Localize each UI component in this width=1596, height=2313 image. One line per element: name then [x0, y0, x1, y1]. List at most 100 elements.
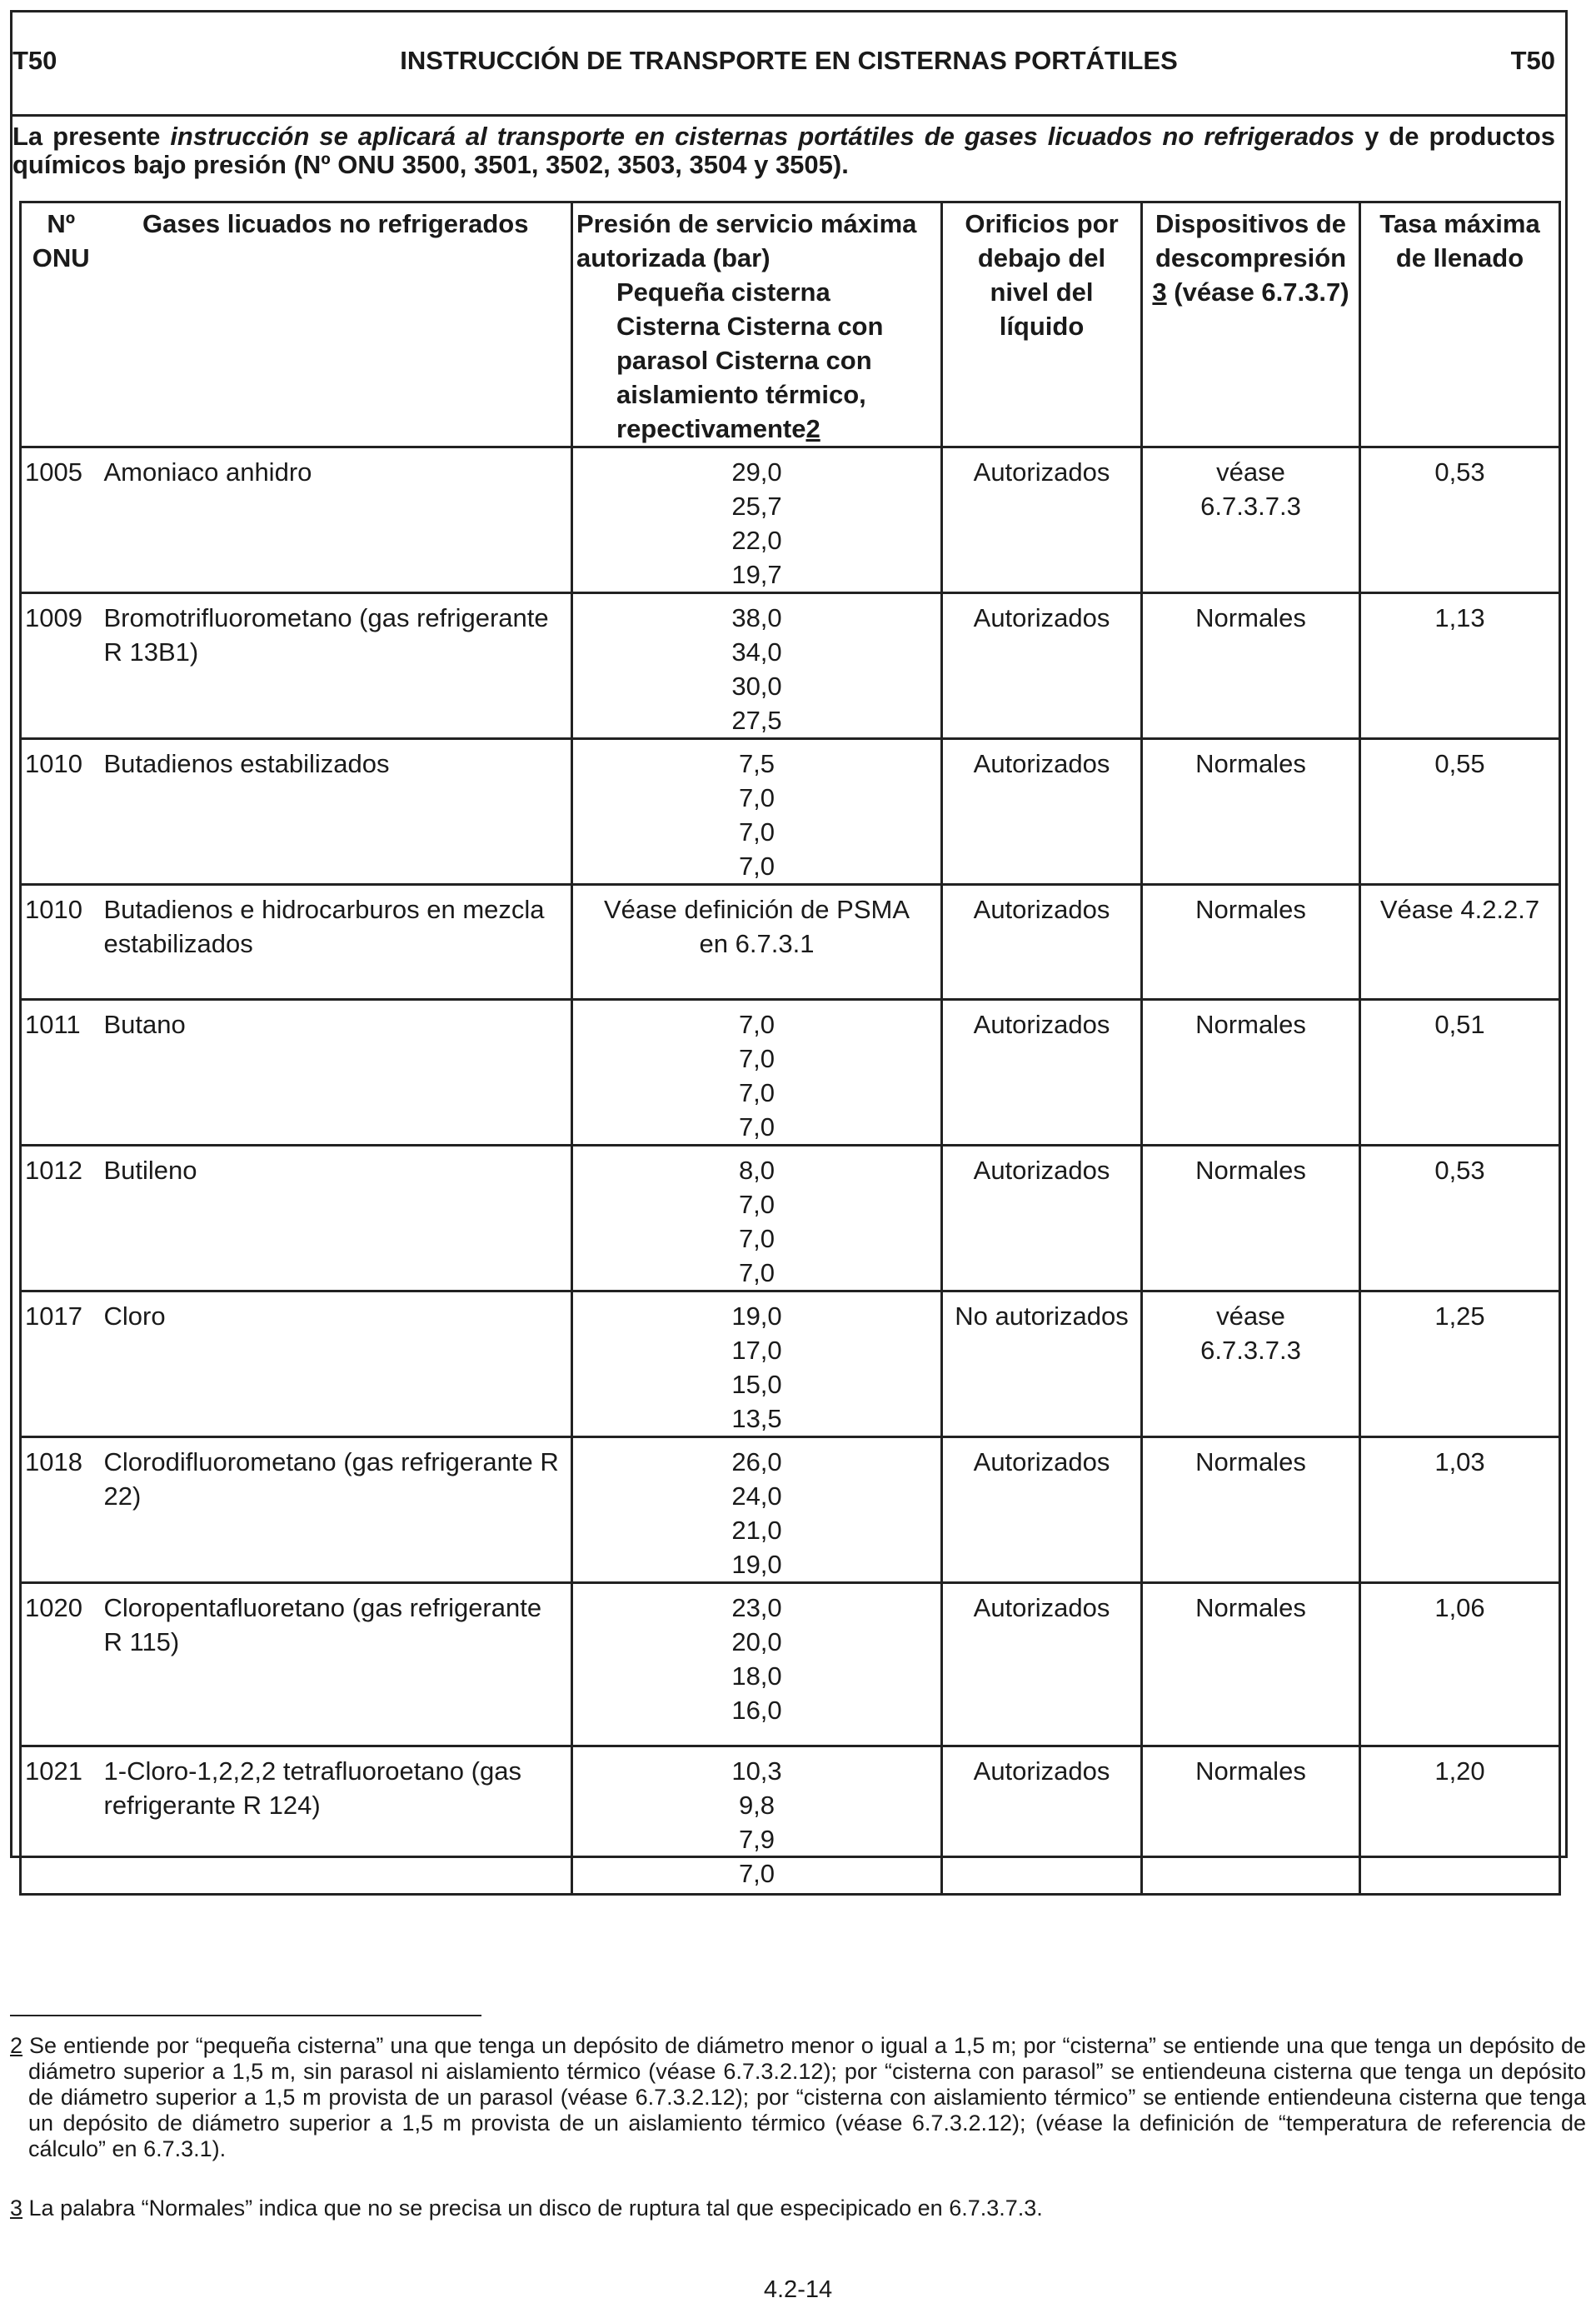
cell-fill-rate: 1,25: [1359, 1290, 1561, 1438]
table-row: 1012 Butileno 8,0 7,0 7,0 7,0 Autorizados Norma…: [19, 1144, 1561, 1292]
cell-gas-name: Clorodifluorometano (gas refrigerante R …: [100, 1436, 573, 1584]
pressure-value: 19,7: [731, 560, 782, 589]
footnote-rule: [10, 2015, 481, 2016]
pressure-value: 7,0: [738, 1078, 776, 1107]
pressure-value: 7,0: [738, 1044, 776, 1073]
cell-gas-name: Amoniaco anhidro: [100, 446, 573, 594]
device-value: véase: [1216, 457, 1285, 487]
table-row: 1017 Cloro 19,0 17,0 15,0 13,5 No autorizados v…: [19, 1290, 1561, 1438]
cell-devices: Normales: [1140, 998, 1361, 1147]
pressure-value: 7,0: [738, 783, 776, 812]
cell-pressure: 7,0 7,0 7,0 7,0: [571, 998, 943, 1147]
intro-paragraph: La presente instrucción se aplicará al t…: [12, 122, 1555, 179]
device-value: Normales: [1195, 895, 1306, 924]
pressure-value: en 6.7.3.1: [699, 929, 815, 958]
pressure-value: 34,0: [731, 637, 782, 667]
footnote-ref-3: 3: [1152, 277, 1167, 307]
cell-devices: Normales: [1140, 737, 1361, 886]
cell-fill-rate: 0,55: [1359, 737, 1561, 886]
cell-gas-name: Bromotrifluorometano (gas refrigerante R…: [100, 592, 573, 740]
pressure-value: 38,0: [731, 603, 782, 632]
cell-fill-rate: 0,53: [1359, 446, 1561, 594]
table-header-row: Nº ONU Gases licuados no refrigerados Pr…: [19, 201, 1561, 448]
cell-orifices: Autorizados: [940, 1144, 1143, 1292]
cell-orifices: Autorizados: [940, 1581, 1143, 1747]
pressure-value: 19,0: [731, 1550, 782, 1579]
cell-orifices: Autorizados: [940, 737, 1143, 886]
pressure-value: 7,0: [738, 1112, 776, 1142]
device-value: Normales: [1195, 1010, 1306, 1039]
cell-gas-name: Cloropentafluoretano (gas refrigerante R…: [100, 1581, 573, 1747]
cell-devices: véase 6.7.3.7.3: [1140, 446, 1361, 594]
cell-onu: 1009: [19, 592, 101, 740]
cell-onu: 1020: [19, 1581, 101, 1747]
pressure-header-main: Presión de servicio máxima autorizada (b…: [576, 209, 917, 272]
cell-pressure: 38,0 34,0 30,0 27,5: [571, 592, 943, 740]
cell-gas-name: 1-Cloro-1,2,2,2 tetrafluoroetano (gas re…: [100, 1745, 573, 1896]
cell-fill-rate: Véase 4.2.2.7: [1359, 883, 1561, 1001]
cell-devices: Normales: [1140, 1144, 1361, 1292]
cell-pressure: 7,5 7,0 7,0 7,0: [571, 737, 943, 886]
cell-orifices: Autorizados: [940, 1436, 1143, 1584]
pressure-value: 21,0: [731, 1516, 782, 1545]
pressure-value: 26,0: [731, 1447, 782, 1476]
device-value: Normales: [1195, 1593, 1306, 1622]
title-row: T50 INSTRUCCIÓN DE TRANSPORTE EN CISTERN…: [12, 46, 1565, 79]
pressure-value: 7,0: [738, 817, 776, 847]
divider: [12, 114, 1565, 117]
table-row: 1009 Bromotrifluorometano (gas refrigeran…: [19, 592, 1561, 740]
instruction-code-right: T50: [1510, 46, 1555, 75]
cell-gas-name: Butileno: [100, 1144, 573, 1292]
cell-gas-name: Butadienos estabilizados: [100, 737, 573, 886]
intro-text-1: La presente: [12, 122, 171, 151]
cell-devices: Normales: [1140, 883, 1361, 1001]
cell-fill-rate: 1,03: [1359, 1436, 1561, 1584]
device-value: Normales: [1195, 1756, 1306, 1786]
cell-pressure: 19,0 17,0 15,0 13,5: [571, 1290, 943, 1438]
table-row: 1010 Butadienos e hidrocarburos en mezcla…: [19, 883, 1561, 1001]
device-value: Normales: [1195, 1447, 1306, 1476]
document-frame: T50 INSTRUCCIÓN DE TRANSPORTE EN CISTERN…: [10, 10, 1568, 1896]
cell-orifices: Autorizados: [940, 883, 1143, 1001]
cell-onu: 1005: [19, 446, 101, 594]
footnotes: 2 Se entiende por “pequeña cisterna” una…: [10, 2033, 1586, 2255]
pressure-value: 16,0: [731, 1696, 782, 1725]
cell-gas-name: Cloro: [100, 1290, 573, 1438]
device-value: véase: [1216, 1301, 1285, 1331]
cell-orifices: Autorizados: [940, 998, 1143, 1147]
col-header-pressure: Presión de servicio máxima autorizada (b…: [571, 201, 943, 448]
cell-pressure: Véase definición de PSMA en 6.7.3.1: [571, 883, 943, 1001]
pressure-value: 29,0: [731, 457, 782, 487]
cell-devices: Normales: [1140, 1745, 1361, 1896]
col-header-orifices: Orificios por debajo del nivel del líqui…: [940, 201, 1143, 448]
pressure-value: 17,0: [731, 1336, 782, 1365]
pressure-value: 7,0: [738, 1258, 776, 1287]
cell-fill-rate: 0,53: [1359, 1144, 1561, 1292]
cell-pressure: 26,0 24,0 21,0 19,0: [571, 1436, 943, 1584]
table-row: 1005 Amoniaco anhidro 29,0 25,7 22,0 19,7 Auto…: [19, 446, 1561, 594]
col-header-onu: Nº ONU: [19, 201, 101, 448]
pressure-value: 10,3: [731, 1756, 782, 1786]
cell-orifices: Autorizados: [940, 592, 1143, 740]
footnote-3: 3 La palabra “Normales” indica que no se…: [10, 2196, 1586, 2221]
footnote-mark: 2: [10, 2033, 23, 2058]
col-header-devices: Dispositivos de descompresión 3 (véase 6…: [1140, 201, 1361, 448]
pressure-value: 25,7: [731, 492, 782, 521]
col-header-fill-rate: Tasa máxima de llenado: [1359, 201, 1561, 448]
pressure-value: 7,0: [738, 852, 776, 881]
footnote-text: Se entiende por “pequeña cisterna” una q…: [22, 2033, 1586, 2161]
table-row: 1011 Butano 7,0 7,0 7,0 7,0 Autorizados Normale…: [19, 998, 1561, 1147]
devices-header-main: Dispositivos de descompresión: [1155, 209, 1347, 272]
table-row: 1021 1-Cloro-1,2,2,2 tetrafluoroetano (ga…: [19, 1745, 1561, 1896]
page-number: 4.2-14: [763, 2276, 833, 2303]
pressure-value: 13,5: [731, 1404, 782, 1433]
cell-onu: 1021: [19, 1745, 101, 1896]
pressure-value: 7,5: [738, 749, 776, 778]
footnote-2: 2 Se entiende por “pequeña cisterna” una…: [10, 2033, 1586, 2162]
table-row: 1020 Cloropentafluoretano (gas refrigeran…: [19, 1581, 1561, 1747]
cell-devices: Normales: [1140, 1436, 1361, 1584]
cell-fill-rate: 1,20: [1359, 1745, 1561, 1896]
pressure-value: 8,0: [738, 1156, 776, 1185]
cell-onu: 1011: [19, 998, 101, 1147]
pressure-value: Véase definición de PSMA: [603, 895, 910, 924]
